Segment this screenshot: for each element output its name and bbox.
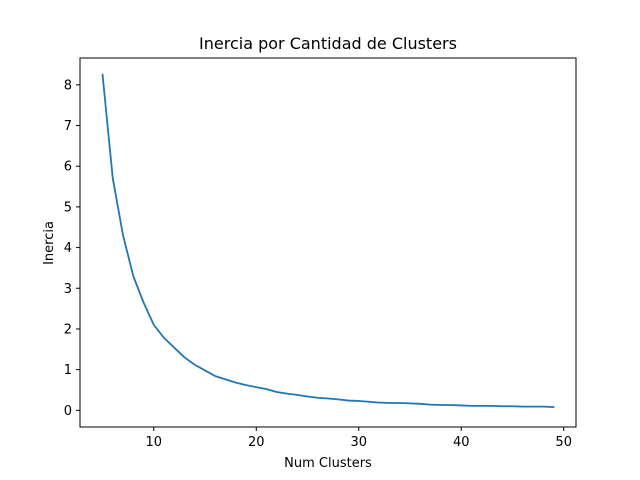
chart-title: Inercia por Cantidad de Clusters bbox=[199, 34, 457, 53]
series-group bbox=[101, 73, 555, 409]
x-tick-label: 50 bbox=[555, 435, 572, 450]
y-tick-label: 4 bbox=[64, 241, 72, 256]
y-tick-label: 7 bbox=[64, 119, 72, 134]
y-tick-label: 5 bbox=[64, 200, 72, 215]
y-axis-ticks: 0 1 2 3 4 5 6 7 8 bbox=[64, 78, 80, 419]
y-tick-label: 2 bbox=[64, 322, 72, 337]
x-axis-label: Num Clusters bbox=[284, 456, 372, 471]
y-axis-label: Inercia bbox=[42, 221, 57, 265]
plot-frame bbox=[79, 57, 577, 428]
x-axis-ticks: 10 20 30 40 50 bbox=[146, 427, 572, 450]
x-tick-label: 20 bbox=[248, 435, 265, 450]
series-line bbox=[101, 73, 555, 409]
y-tick-label: 8 bbox=[64, 78, 72, 93]
y-tick-label: 6 bbox=[64, 160, 72, 175]
x-tick-label: 10 bbox=[146, 435, 163, 450]
y-tick-label: 3 bbox=[64, 282, 72, 297]
y-tick-label: 0 bbox=[64, 404, 72, 419]
y-tick-label: 1 bbox=[64, 363, 72, 378]
plot-area bbox=[80, 58, 576, 427]
x-tick-label: 30 bbox=[350, 435, 367, 450]
x-tick-label: 40 bbox=[453, 435, 470, 450]
